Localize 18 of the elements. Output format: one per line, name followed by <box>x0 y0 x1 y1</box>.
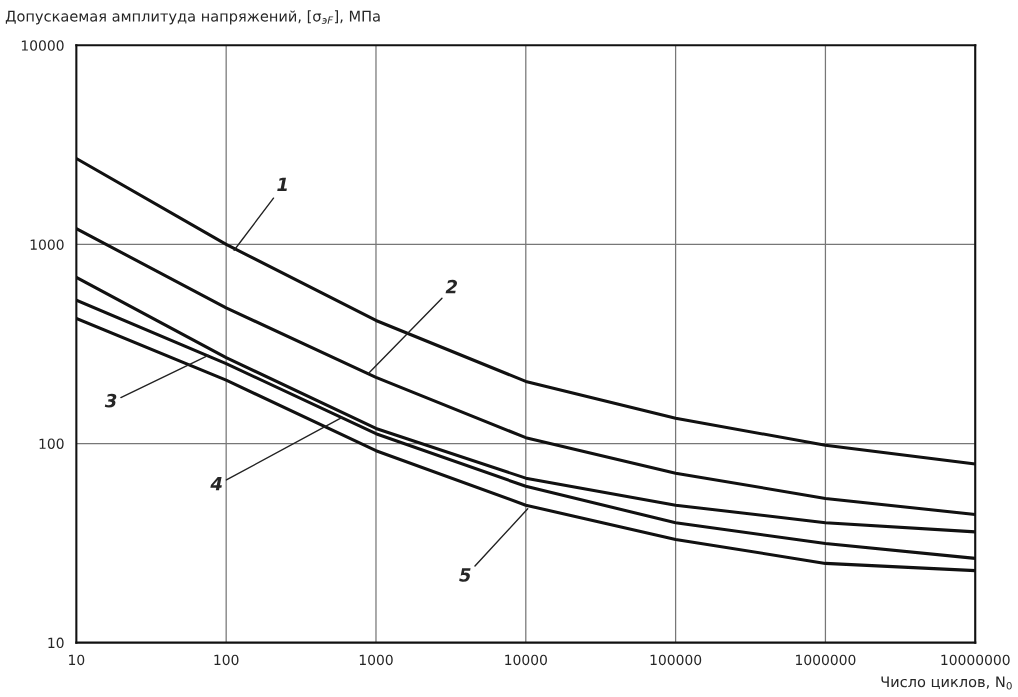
x-axis-title: Число циклов, N$_{0}$ <box>881 676 1012 690</box>
y-tick-label: 1000 <box>30 239 64 250</box>
x-tick-label: 10 <box>69 654 85 666</box>
annotation: 2 <box>445 279 458 294</box>
x-tick-label: 1000 <box>359 654 393 666</box>
y-axis-title: Допускаемая амплитуда напряжений, [σ$_{эF}$], МПа <box>5 10 380 25</box>
x-tick-label: 1000000 <box>796 654 856 666</box>
y-tick-label: 10 <box>48 637 64 649</box>
annotation: 5 <box>459 568 471 582</box>
x-tick-label: 10000 <box>505 654 547 666</box>
annotation: 3 <box>104 393 117 408</box>
x-tick-label: 100000 <box>650 654 702 666</box>
y-tick-label: 10000 <box>21 40 64 51</box>
annotation: 4 <box>210 477 222 491</box>
annotation: 1 <box>277 177 287 191</box>
x-tick-label: 10000000 <box>941 654 1010 666</box>
x-tick-label: 100 <box>214 654 239 666</box>
y-tick-label: 100 <box>39 438 64 449</box>
